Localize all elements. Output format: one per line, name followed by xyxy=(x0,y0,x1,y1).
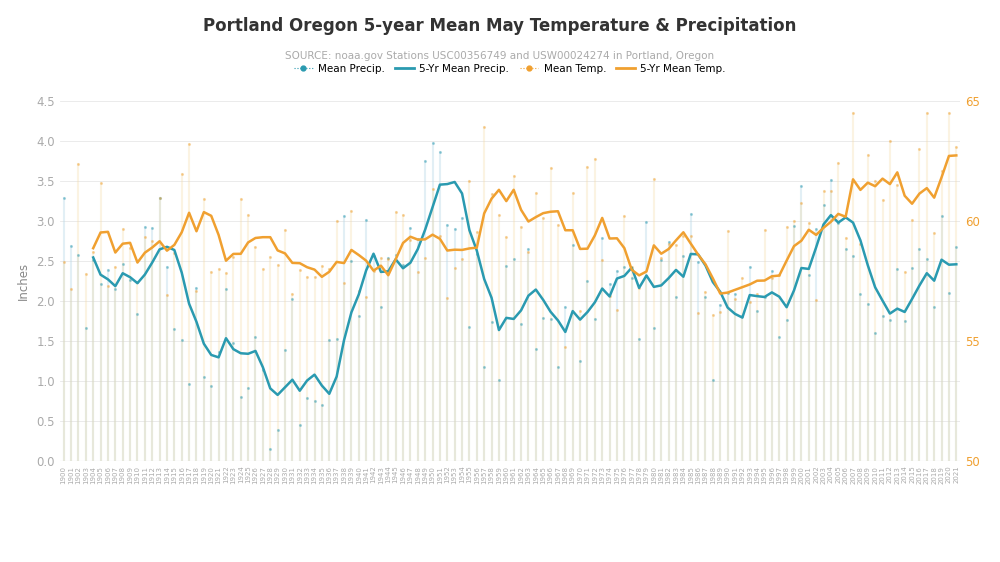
Text: SOURCE: noaa.gov Stations USC00356749 and USW00024274 in Portland, Oregon: SOURCE: noaa.gov Stations USC00356749 an… xyxy=(285,51,715,61)
Y-axis label: Inches: Inches xyxy=(17,262,30,300)
Legend: Mean Precip., 5-Yr Mean Precip., Mean Temp., 5-Yr Mean Temp.: Mean Precip., 5-Yr Mean Precip., Mean Te… xyxy=(290,60,730,78)
Text: Portland Oregon 5-year Mean May Temperature & Precipitation: Portland Oregon 5-year Mean May Temperat… xyxy=(203,17,797,35)
